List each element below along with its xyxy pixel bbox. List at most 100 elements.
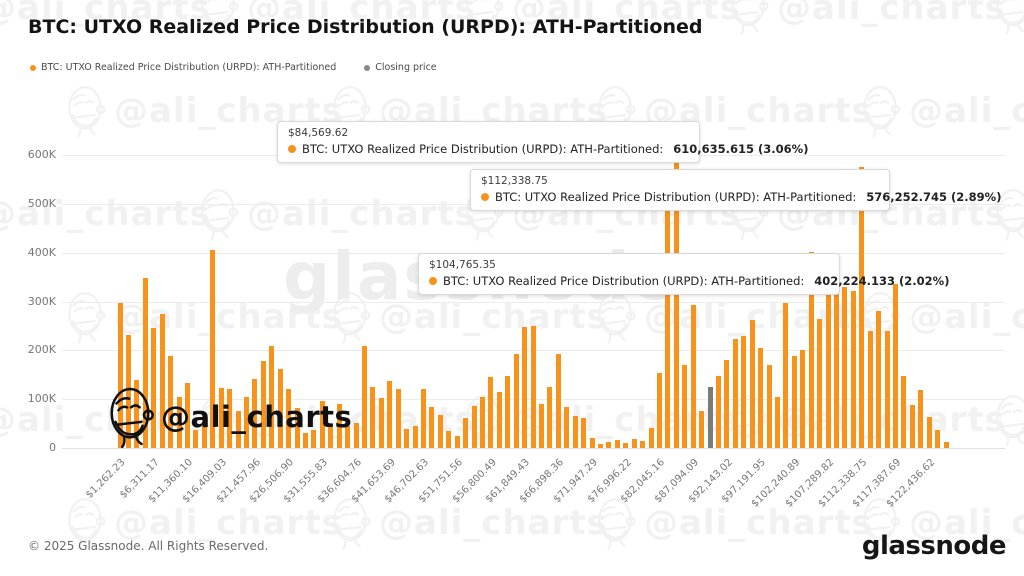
urpd-bar[interactable] [749,319,755,448]
urpd-bar[interactable] [657,373,663,448]
urpd-bar[interactable] [117,302,123,448]
urpd-bar[interactable] [673,150,679,448]
urpd-bar[interactable] [640,441,646,448]
urpd-bar[interactable] [142,278,148,448]
urpd-bar[interactable] [319,401,325,448]
urpd-bar[interactable] [589,437,595,448]
urpd-bar[interactable] [665,206,671,448]
urpd-bar[interactable] [412,426,418,448]
urpd-bar[interactable] [210,250,216,448]
urpd-bar[interactable] [336,404,342,448]
urpd-bar[interactable] [505,376,511,448]
urpd-bar[interactable] [682,365,688,448]
urpd-bar[interactable] [648,427,654,448]
urpd-bar[interactable] [420,389,426,448]
urpd-bar[interactable] [724,359,730,448]
closing-price-bar[interactable] [707,386,713,448]
legend-item-urpd[interactable]: BTC: UTXO Realized Price Distribution (U… [30,62,336,73]
urpd-bar[interactable] [277,368,283,448]
urpd-bar[interactable] [800,349,806,448]
urpd-bar[interactable] [168,356,174,448]
urpd-bar[interactable] [361,345,367,448]
legend-item-closing-price[interactable]: Closing price [364,62,437,73]
urpd-bar[interactable] [513,354,519,448]
urpd-bar[interactable] [825,282,831,448]
urpd-bar[interactable] [227,389,233,448]
urpd-bar[interactable] [252,378,258,448]
urpd-bar[interactable] [243,397,249,448]
urpd-bar[interactable] [134,379,140,448]
urpd-bar[interactable] [631,439,637,448]
urpd-bar[interactable] [496,392,502,448]
urpd-bar[interactable] [867,331,873,448]
urpd-bar[interactable] [539,403,544,448]
urpd-bar[interactable] [463,418,469,448]
urpd-bar[interactable] [581,418,587,448]
urpd-bar[interactable] [859,166,865,448]
urpd-bar[interactable] [125,334,131,448]
urpd-bar[interactable] [791,355,797,448]
urpd-bar[interactable] [311,429,317,448]
urpd-bar[interactable] [909,405,915,448]
urpd-bar[interactable] [522,326,528,448]
urpd-bar[interactable] [876,311,882,448]
urpd-bar[interactable] [614,440,620,448]
urpd-bar[interactable] [893,283,899,448]
urpd-bar[interactable] [783,303,789,448]
urpd-bar[interactable] [935,429,941,448]
urpd-bar[interactable] [850,291,856,448]
urpd-bar[interactable] [404,428,410,448]
urpd-bar[interactable] [151,328,157,448]
urpd-bar[interactable] [184,383,190,448]
urpd-bar[interactable] [716,376,722,448]
urpd-bar[interactable] [353,422,359,448]
urpd-bar[interactable] [623,443,629,448]
urpd-bar[interactable] [328,426,334,448]
urpd-bar[interactable] [471,405,477,448]
urpd-bar[interactable] [395,388,401,448]
urpd-bar[interactable] [758,347,764,448]
urpd-bar[interactable] [387,381,393,448]
urpd-bar[interactable] [159,314,165,448]
urpd-bar[interactable] [269,346,275,448]
urpd-bar[interactable] [572,416,578,448]
urpd-bar[interactable] [235,411,241,448]
urpd-bar[interactable] [218,387,224,448]
urpd-bar[interactable] [437,414,443,448]
urpd-bar[interactable] [808,251,814,448]
urpd-bar[interactable] [378,397,384,448]
urpd-bar[interactable] [834,267,840,448]
urpd-bar[interactable] [302,433,308,448]
urpd-bar[interactable] [446,430,452,448]
urpd-bar[interactable] [547,386,553,448]
urpd-bar[interactable] [884,331,890,448]
urpd-bar[interactable] [732,339,738,448]
urpd-bar[interactable] [766,365,772,448]
urpd-bar[interactable] [606,442,612,448]
urpd-bar[interactable] [429,406,435,448]
urpd-bar[interactable] [176,397,182,448]
urpd-bar[interactable] [817,319,823,448]
urpd-bar[interactable] [193,429,199,448]
urpd-bar[interactable] [842,287,848,448]
urpd-bar[interactable] [488,377,494,448]
urpd-bar[interactable] [690,304,696,448]
urpd-bar[interactable] [370,387,376,448]
urpd-bar[interactable] [901,376,907,448]
urpd-bar[interactable] [564,406,570,448]
urpd-bar[interactable] [775,397,781,448]
urpd-bar[interactable] [479,396,485,448]
urpd-bar[interactable] [943,441,949,448]
urpd-bar[interactable] [741,335,747,448]
urpd-bar[interactable] [294,407,300,448]
urpd-bar[interactable] [918,389,924,448]
urpd-bar[interactable] [555,354,561,448]
urpd-bar[interactable] [201,414,207,448]
urpd-bar[interactable] [454,435,460,448]
urpd-bar[interactable] [699,411,705,448]
urpd-bar[interactable] [286,389,292,448]
urpd-bar[interactable] [345,426,351,448]
urpd-bar[interactable] [260,361,266,448]
urpd-bar[interactable] [926,416,932,448]
urpd-bar[interactable] [530,326,536,448]
